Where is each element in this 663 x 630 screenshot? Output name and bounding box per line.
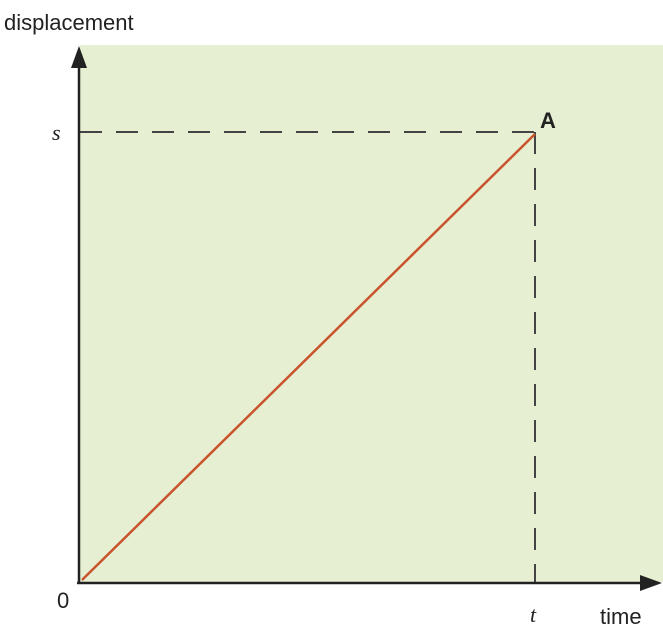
y-axis-label: displacement bbox=[4, 10, 134, 35]
x-axis-label: time bbox=[600, 604, 642, 629]
plot-background bbox=[80, 45, 663, 582]
t-label: t bbox=[530, 602, 537, 627]
point-label: A bbox=[540, 108, 556, 133]
x-axis-arrow bbox=[640, 575, 662, 591]
s-label: s bbox=[52, 120, 61, 145]
origin-label: 0 bbox=[57, 588, 69, 613]
y-axis-arrow bbox=[71, 46, 87, 68]
displacement-line bbox=[81, 133, 536, 581]
